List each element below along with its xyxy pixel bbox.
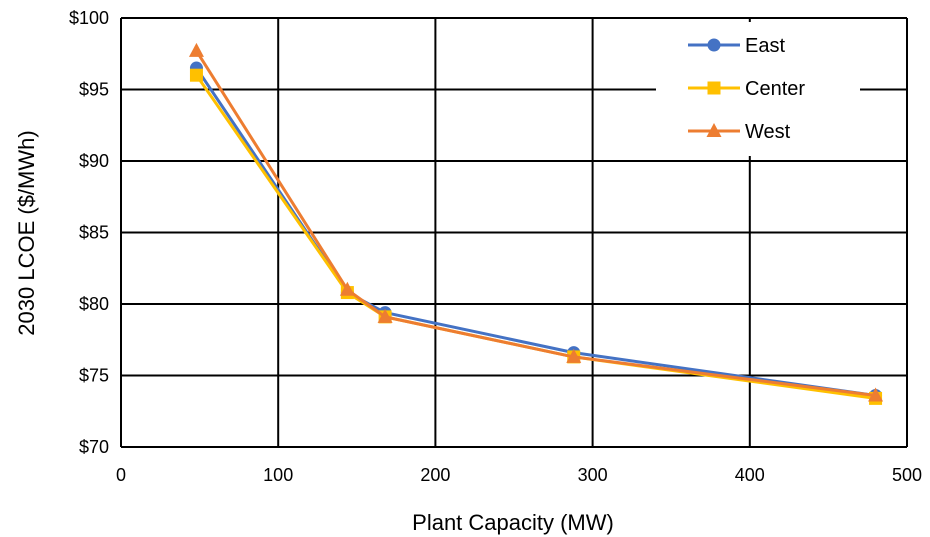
y-tick-label: $75	[79, 366, 109, 386]
y-tick-label: $90	[79, 151, 109, 171]
legend-item-center: Center	[688, 78, 805, 100]
legend-label-center: Center	[745, 78, 805, 100]
y-axis-title: 2030 LCOE ($/MWh)	[14, 130, 39, 335]
y-axis-tick-labels: $70 $75 $80 $85 $90 $95 $100	[69, 8, 109, 457]
data-point-west	[377, 308, 393, 323]
grid-lines	[120, 17, 908, 448]
x-axis-tick-labels: 0 100 200 300 400 500	[116, 465, 922, 485]
data-point-west	[566, 348, 582, 363]
x-tick-label: 200	[420, 465, 450, 485]
y-tick-label: $70	[79, 437, 109, 457]
data-point-west	[188, 42, 204, 57]
x-axis-title: Plant Capacity (MW)	[412, 510, 614, 535]
x-tick-label: 0	[116, 465, 126, 485]
legend: East Center West	[656, 22, 860, 156]
series-layer	[188, 42, 884, 405]
data-point-center	[189, 68, 203, 82]
x-tick-label: 300	[578, 465, 608, 485]
x-tick-label: 500	[892, 465, 922, 485]
x-tick-label: 100	[263, 465, 293, 485]
legend-item-west: West	[688, 121, 791, 143]
y-tick-label: $80	[79, 294, 109, 314]
data-point-west	[868, 387, 884, 402]
y-tick-label: $95	[79, 80, 109, 100]
legend-label-east: East	[745, 35, 785, 57]
legend-marker-center	[707, 81, 721, 95]
legend-item-east: East	[688, 35, 785, 57]
y-tick-label: $85	[79, 223, 109, 243]
legend-label-west: West	[745, 121, 791, 143]
legend-marker-west	[706, 123, 722, 137]
series-west	[188, 42, 884, 402]
data-point-west	[339, 281, 355, 296]
legend-marker-east	[707, 38, 721, 52]
x-tick-label: 400	[735, 465, 765, 485]
y-tick-label: $100	[69, 8, 109, 28]
